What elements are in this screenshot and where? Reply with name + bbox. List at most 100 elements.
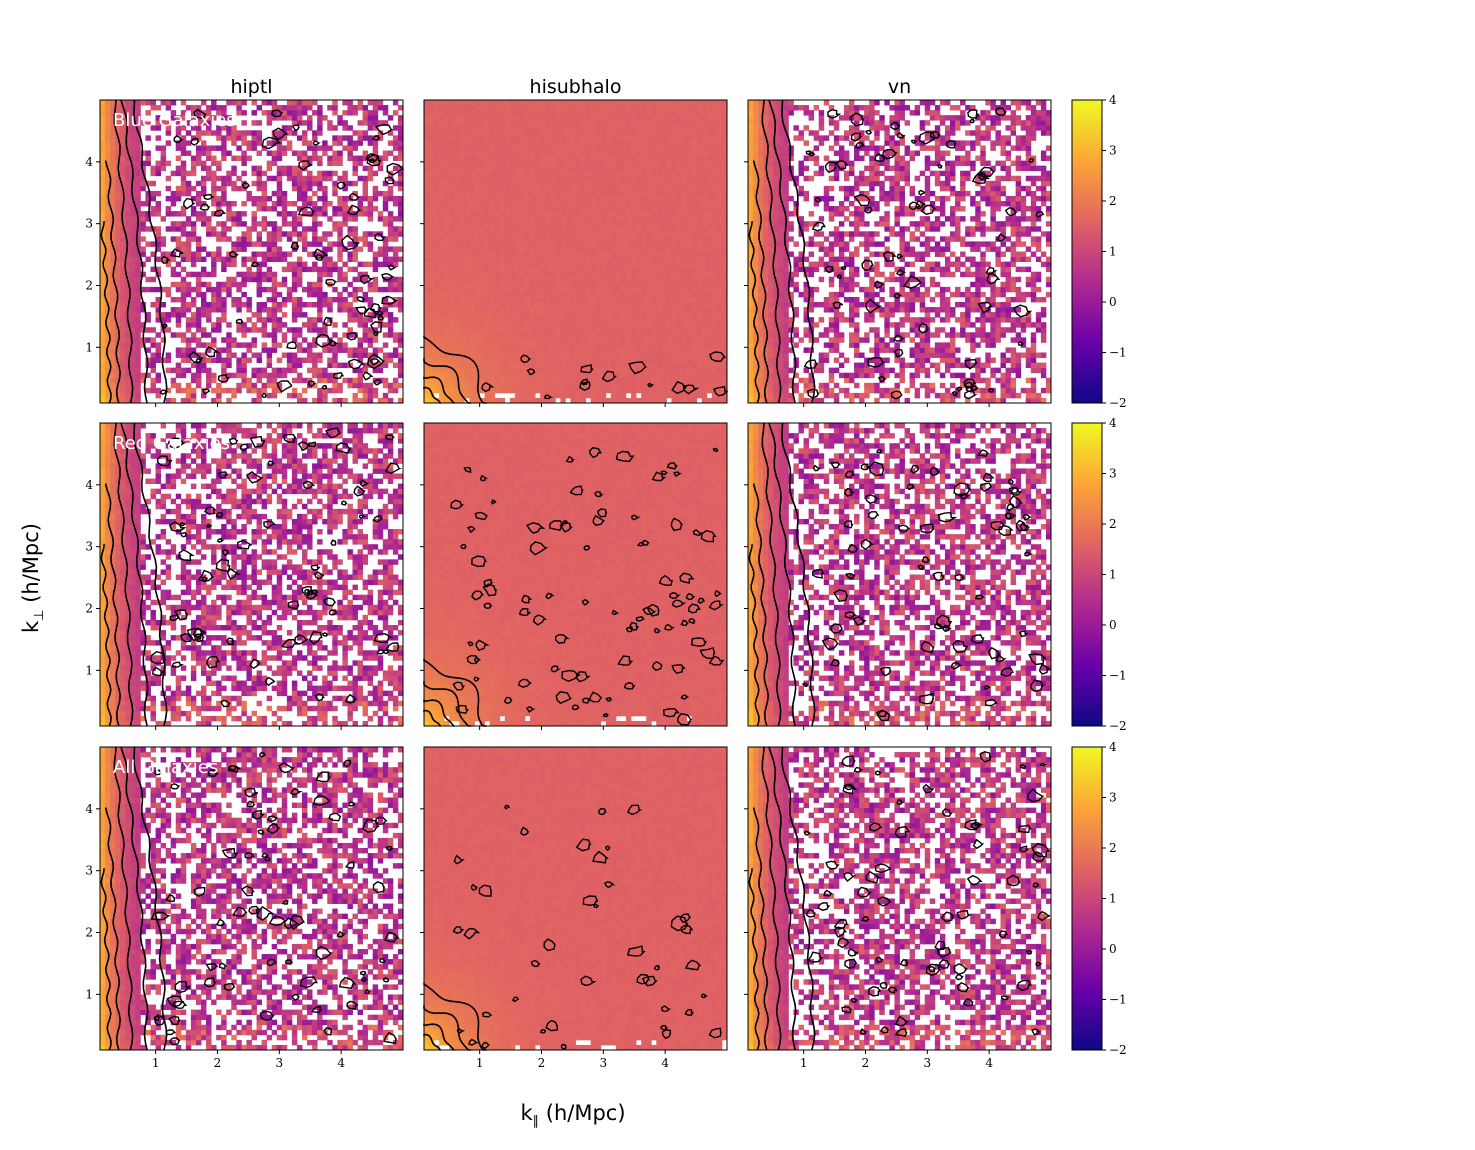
heat-cell xyxy=(560,287,565,292)
heat-cell xyxy=(302,262,307,267)
heat-cell xyxy=(277,166,282,171)
heat-cell xyxy=(454,363,459,368)
heat-cell xyxy=(454,337,459,342)
heat-cell xyxy=(130,322,135,327)
heat-cell xyxy=(545,302,550,307)
heat-cell xyxy=(530,353,535,358)
heat-cell xyxy=(140,216,145,221)
heat-cell xyxy=(444,201,449,206)
heat-cell xyxy=(485,337,490,342)
heat-cell xyxy=(327,297,332,302)
heat-cell xyxy=(156,211,161,216)
heat-cell xyxy=(327,347,332,352)
heat-cell xyxy=(510,342,515,347)
heat-cell xyxy=(151,211,156,216)
heat-cell xyxy=(171,100,176,105)
heat-cell xyxy=(495,368,500,373)
heat-cell xyxy=(277,171,282,176)
heat-cell xyxy=(535,342,540,347)
heat-cell xyxy=(495,358,500,363)
heat-cell xyxy=(459,292,464,297)
heat-cell xyxy=(540,322,545,327)
heat-cell xyxy=(216,135,221,140)
heat-cell xyxy=(327,105,332,110)
heat-cell xyxy=(176,236,181,241)
heat-cell xyxy=(444,257,449,262)
heat-cell xyxy=(363,383,368,388)
heat-cell xyxy=(196,196,201,201)
heat-cell xyxy=(262,317,267,322)
heat-cell xyxy=(550,216,555,221)
heat-cell xyxy=(475,267,480,272)
heat-cell xyxy=(120,368,125,373)
heat-cell xyxy=(671,277,676,282)
heat-cell xyxy=(156,347,161,352)
heat-cell xyxy=(226,206,231,211)
heat-cell xyxy=(469,332,474,337)
heat-cell xyxy=(469,196,474,201)
heat-cell xyxy=(196,135,201,140)
heat-cell xyxy=(576,388,581,393)
heat-cell xyxy=(292,151,297,156)
heat-cell xyxy=(252,383,257,388)
heat-cell xyxy=(125,393,130,398)
heat-cell xyxy=(490,327,495,332)
heat-cell xyxy=(297,196,302,201)
heat-cell xyxy=(702,262,707,267)
heat-cell xyxy=(555,231,560,236)
heat-cell xyxy=(342,302,347,307)
heat-cell xyxy=(490,186,495,191)
heat-cell xyxy=(621,246,626,251)
heat-cell xyxy=(373,267,378,272)
heat-cell xyxy=(505,373,510,378)
heat-cell xyxy=(388,186,393,191)
heat-cell xyxy=(302,378,307,383)
heat-cell xyxy=(475,358,480,363)
heat-cell xyxy=(429,221,434,226)
heat-cell xyxy=(540,196,545,201)
heat-cell xyxy=(449,373,454,378)
heat-cell xyxy=(656,368,661,373)
heat-cell xyxy=(312,368,317,373)
heat-cell xyxy=(353,110,358,115)
heat-cell xyxy=(636,388,641,393)
heat-cell xyxy=(105,140,110,145)
heat-cell xyxy=(490,231,495,236)
heat-cell xyxy=(570,302,575,307)
heat-cell xyxy=(581,332,586,337)
heat-cell xyxy=(702,337,707,342)
heat-cell xyxy=(151,100,156,105)
heat-cell xyxy=(282,297,287,302)
heat-cell xyxy=(327,302,332,307)
heat-cell xyxy=(606,322,611,327)
heat-cell xyxy=(581,252,586,257)
heat-cell xyxy=(560,272,565,277)
heat-cell xyxy=(535,241,540,246)
heat-cell xyxy=(120,135,125,140)
heat-cell xyxy=(449,358,454,363)
heat-cell xyxy=(651,322,656,327)
heat-cell xyxy=(475,307,480,312)
heat-cell xyxy=(495,272,500,277)
heat-cell xyxy=(651,252,656,257)
heat-cell xyxy=(439,358,444,363)
heat-cell xyxy=(191,332,196,337)
heat-cell xyxy=(317,171,322,176)
heat-cell xyxy=(570,191,575,196)
heat-cell xyxy=(439,307,444,312)
heat-cell xyxy=(500,267,505,272)
heat-cell xyxy=(231,221,236,226)
heat-cell xyxy=(717,317,722,322)
heat-cell xyxy=(100,161,105,166)
heat-cell xyxy=(317,312,322,317)
heat-cell xyxy=(606,337,611,342)
heat-cell xyxy=(601,317,606,322)
heat-cell xyxy=(342,287,347,292)
heat-cell xyxy=(515,307,520,312)
heat-cell xyxy=(282,282,287,287)
heat-cell xyxy=(211,257,216,262)
heat-cell xyxy=(363,166,368,171)
heat-cell xyxy=(712,206,717,211)
heat-cell xyxy=(449,186,454,191)
heat-cell xyxy=(216,383,221,388)
